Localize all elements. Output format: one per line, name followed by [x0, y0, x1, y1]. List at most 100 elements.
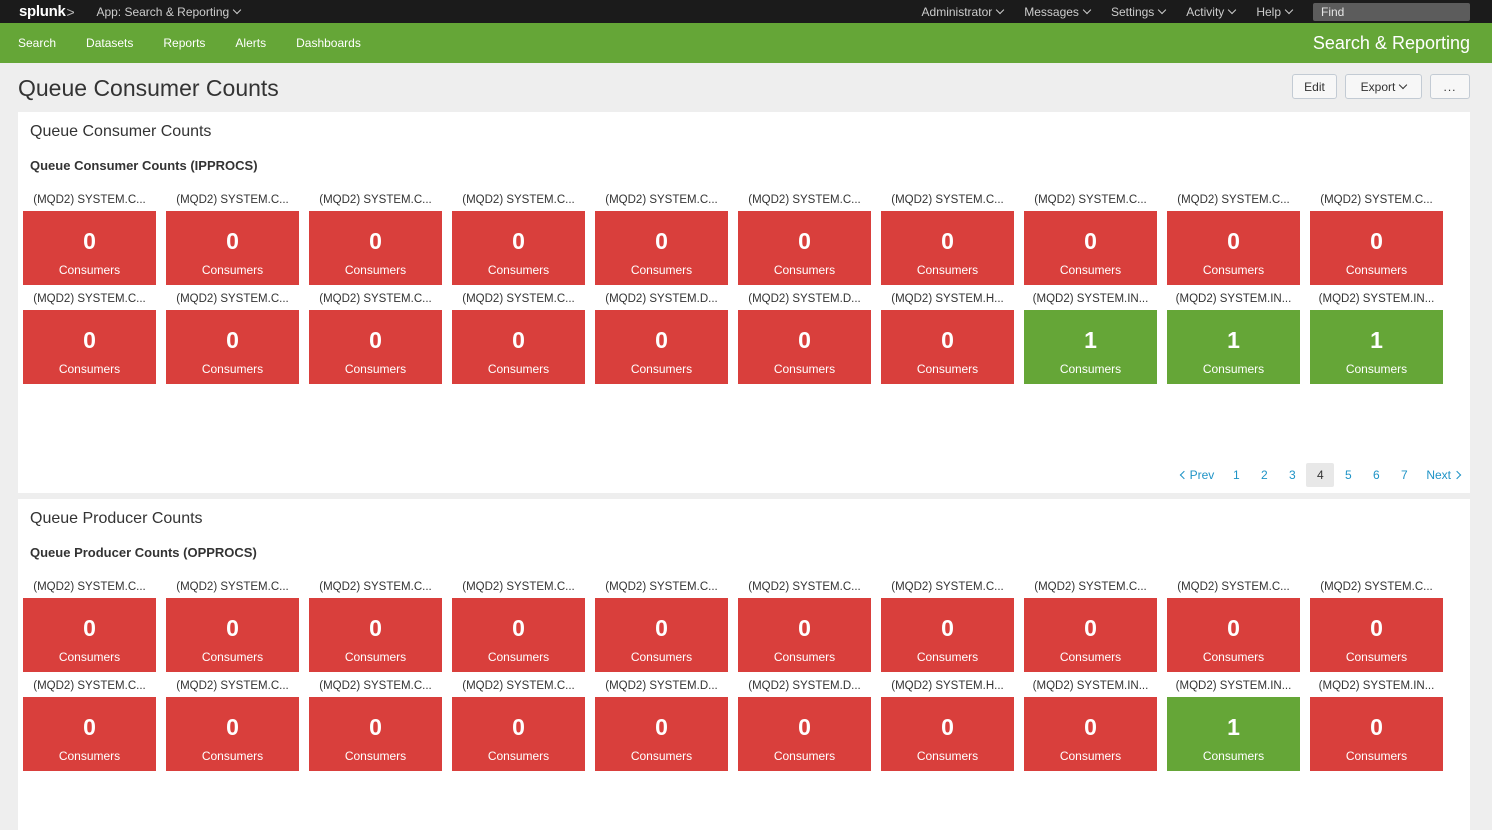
nav-search[interactable]: Search: [18, 36, 57, 50]
single-value-tile[interactable]: (MQD2) SYSTEM.C... 0 Consumers: [309, 192, 442, 285]
pagination-page-7[interactable]: 7: [1400, 468, 1408, 482]
tile-value: 0: [83, 615, 96, 641]
single-value-tile[interactable]: (MQD2) SYSTEM.IN... 1 Consumers: [1167, 678, 1300, 771]
app-title[interactable]: Search & Reporting: [1312, 33, 1470, 53]
tile-unit: Consumers: [773, 650, 836, 664]
single-value-tile[interactable]: (MQD2) SYSTEM.C... 0 Consumers: [23, 579, 156, 672]
single-value-tile[interactable]: (MQD2) SYSTEM.D... 0 Consumers: [595, 291, 728, 384]
edit-button[interactable]: Edit: [1292, 74, 1337, 99]
single-value-tile[interactable]: (MQD2) SYSTEM.C... 0 Consumers: [1024, 192, 1157, 285]
tile-value-box: 0 Consumers: [881, 310, 1014, 384]
app-menu[interactable]: App: Search & Reporting: [96, 5, 242, 19]
single-value-tile[interactable]: (MQD2) SYSTEM.H... 0 Consumers: [881, 678, 1014, 771]
nav-dashboards[interactable]: Dashboards: [296, 36, 361, 50]
pagination-page-1[interactable]: 1: [1232, 468, 1240, 482]
chevron-right-icon: [1452, 470, 1462, 480]
single-value-tile[interactable]: (MQD2) SYSTEM.IN... 1 Consumers: [1024, 291, 1157, 384]
single-value-tile[interactable]: (MQD2) SYSTEM.C... 0 Consumers: [738, 192, 871, 285]
menu-messages[interactable]: Messages: [1024, 5, 1092, 19]
single-value-tile[interactable]: (MQD2) SYSTEM.C... 0 Consumers: [452, 291, 585, 384]
tile-value: 0: [369, 615, 382, 641]
single-value-tile[interactable]: (MQD2) SYSTEM.IN... 0 Consumers: [1024, 678, 1157, 771]
single-value-tile[interactable]: (MQD2) SYSTEM.C... 0 Consumers: [23, 678, 156, 771]
single-value-tile[interactable]: (MQD2) SYSTEM.C... 0 Consumers: [595, 192, 728, 285]
tile-value-box: 0 Consumers: [1024, 598, 1157, 672]
pagination-next-label: Next: [1426, 468, 1451, 482]
single-value-tile[interactable]: (MQD2) SYSTEM.C... 0 Consumers: [23, 291, 156, 384]
tile-value-box: 0 Consumers: [452, 598, 585, 672]
single-value-tile[interactable]: (MQD2) SYSTEM.C... 0 Consumers: [166, 192, 299, 285]
tile-unit: Consumers: [1345, 362, 1408, 376]
single-value-tile[interactable]: (MQD2) SYSTEM.C... 0 Consumers: [166, 291, 299, 384]
tile-value: 0: [655, 228, 668, 254]
single-value-tile[interactable]: (MQD2) SYSTEM.D... 0 Consumers: [595, 678, 728, 771]
tile-unit: Consumers: [58, 749, 121, 763]
menu-activity[interactable]: Activity: [1186, 5, 1237, 19]
single-value-tile[interactable]: (MQD2) SYSTEM.C... 0 Consumers: [452, 678, 585, 771]
single-value-tile[interactable]: (MQD2) SYSTEM.IN... 1 Consumers: [1310, 291, 1443, 384]
single-value-tile[interactable]: (MQD2) SYSTEM.C... 0 Consumers: [452, 579, 585, 672]
single-value-tile[interactable]: (MQD2) SYSTEM.C... 0 Consumers: [595, 579, 728, 672]
single-value-tile[interactable]: (MQD2) SYSTEM.D... 0 Consumers: [738, 678, 871, 771]
tile-label: (MQD2) SYSTEM.C...: [462, 581, 575, 593]
menu-administrator[interactable]: Administrator: [922, 5, 1005, 19]
panel-consumer-counts: Queue Consumer Counts Queue Consumer Cou…: [18, 112, 1470, 493]
single-value-tile[interactable]: (MQD2) SYSTEM.C... 0 Consumers: [738, 579, 871, 672]
logo-chevron-icon: >: [66, 3, 75, 20]
export-button-label: Export: [1360, 79, 1396, 94]
tile-value: 0: [1370, 714, 1383, 740]
menu-help[interactable]: Help: [1256, 5, 1294, 19]
tile-value: 0: [941, 228, 954, 254]
single-value-tile[interactable]: (MQD2) SYSTEM.C... 0 Consumers: [309, 579, 442, 672]
single-value-tile[interactable]: (MQD2) SYSTEM.C... 0 Consumers: [452, 192, 585, 285]
pagination-prev[interactable]: Prev: [1179, 463, 1214, 487]
pagination: Prev 1 2 3 4 5 6 7 Next: [1179, 463, 1462, 487]
nav-datasets[interactable]: Datasets: [86, 36, 134, 50]
tile-value: 0: [226, 714, 239, 740]
splunk-logo[interactable]: splunk >: [19, 3, 75, 20]
tile-value: 0: [1084, 615, 1097, 641]
single-value-tile[interactable]: (MQD2) SYSTEM.C... 0 Consumers: [309, 291, 442, 384]
tile-unit: Consumers: [1345, 650, 1408, 664]
export-button[interactable]: Export: [1345, 74, 1422, 99]
pagination-page-5[interactable]: 5: [1344, 468, 1352, 482]
tile-label: (MQD2) SYSTEM.C...: [33, 194, 146, 206]
tile-unit: Consumers: [1345, 749, 1408, 763]
tile-value: 0: [512, 228, 525, 254]
panel-title: Queue Consumer Counts: [30, 123, 212, 140]
tile-label: (MQD2) SYSTEM.D...: [748, 680, 861, 692]
single-value-tile[interactable]: (MQD2) SYSTEM.IN... 0 Consumers: [1310, 678, 1443, 771]
tile-value: 0: [655, 615, 668, 641]
single-value-tile[interactable]: (MQD2) SYSTEM.C... 0 Consumers: [166, 579, 299, 672]
pagination-page-3[interactable]: 3: [1288, 468, 1296, 482]
single-value-tile[interactable]: (MQD2) SYSTEM.D... 0 Consumers: [738, 291, 871, 384]
single-value-tile[interactable]: (MQD2) SYSTEM.C... 0 Consumers: [23, 192, 156, 285]
pagination-page-6[interactable]: 6: [1372, 468, 1380, 482]
tile-value-box: 0 Consumers: [166, 697, 299, 771]
menu-settings[interactable]: Settings: [1111, 5, 1167, 19]
more-actions-button[interactable]: ...: [1430, 74, 1470, 99]
tile-label: (MQD2) SYSTEM.C...: [33, 293, 146, 305]
single-value-tile[interactable]: (MQD2) SYSTEM.C... 0 Consumers: [1310, 579, 1443, 672]
single-value-tile[interactable]: (MQD2) SYSTEM.IN... 1 Consumers: [1167, 291, 1300, 384]
single-value-tile[interactable]: (MQD2) SYSTEM.C... 0 Consumers: [881, 192, 1014, 285]
pagination-next[interactable]: Next: [1426, 463, 1462, 487]
tile-value-box: 0 Consumers: [1024, 211, 1157, 285]
single-value-tile[interactable]: (MQD2) SYSTEM.C... 0 Consumers: [1167, 192, 1300, 285]
single-value-grid: (MQD2) SYSTEM.C... 0 Consumers (MQD2) SYSTE…: [23, 579, 1453, 771]
pagination-page-2[interactable]: 2: [1260, 468, 1268, 482]
tile-label: (MQD2) SYSTEM.C...: [891, 194, 1004, 206]
single-value-tile[interactable]: (MQD2) SYSTEM.C... 0 Consumers: [1167, 579, 1300, 672]
single-value-tile[interactable]: (MQD2) SYSTEM.C... 0 Consumers: [166, 678, 299, 771]
tile-unit: Consumers: [773, 362, 836, 376]
single-value-tile[interactable]: (MQD2) SYSTEM.C... 0 Consumers: [309, 678, 442, 771]
single-value-tile[interactable]: (MQD2) SYSTEM.H... 0 Consumers: [881, 291, 1014, 384]
pagination-page-4[interactable]: 4: [1306, 463, 1335, 487]
nav-reports[interactable]: Reports: [163, 36, 206, 50]
tile-unit: Consumers: [916, 263, 979, 277]
find-input[interactable]: [1313, 2, 1470, 21]
single-value-tile[interactable]: (MQD2) SYSTEM.C... 0 Consumers: [1310, 192, 1443, 285]
single-value-tile[interactable]: (MQD2) SYSTEM.C... 0 Consumers: [881, 579, 1014, 672]
single-value-tile[interactable]: (MQD2) SYSTEM.C... 0 Consumers: [1024, 579, 1157, 672]
nav-alerts[interactable]: Alerts: [235, 36, 267, 50]
